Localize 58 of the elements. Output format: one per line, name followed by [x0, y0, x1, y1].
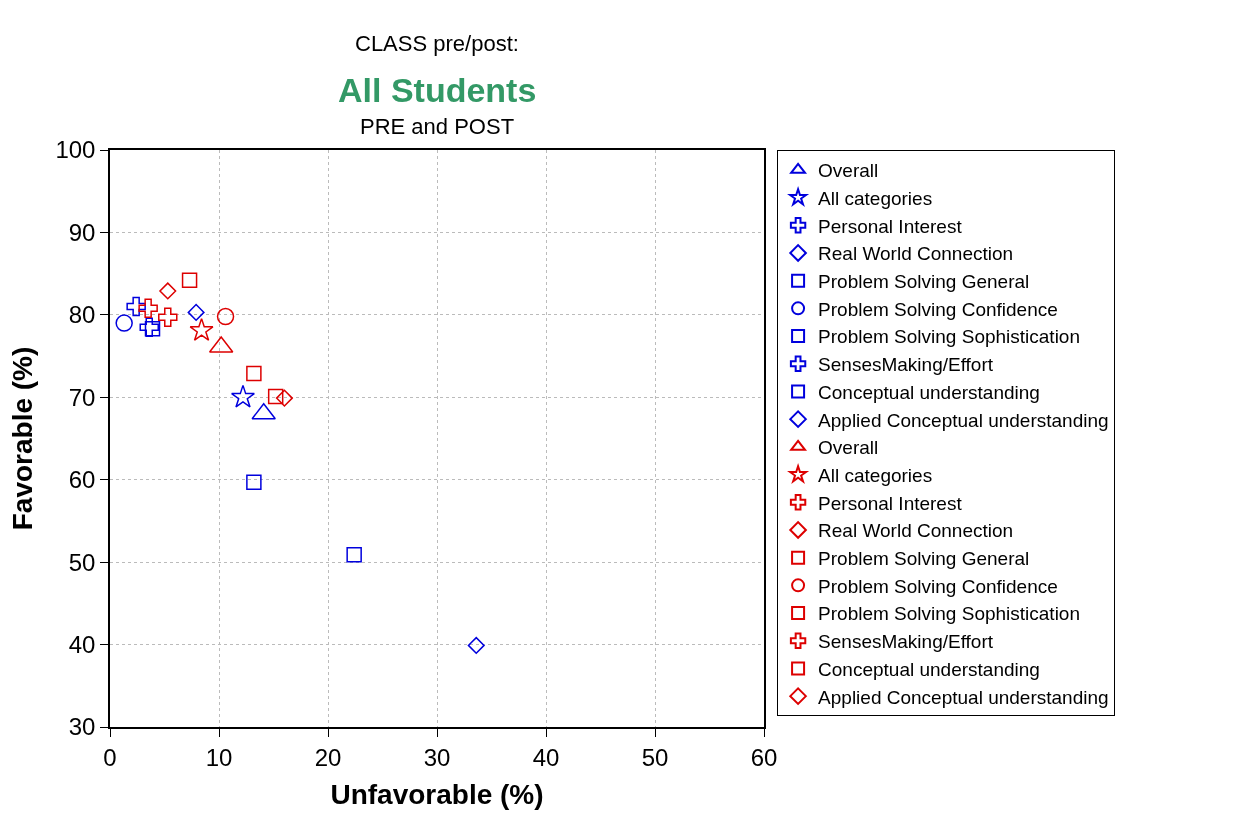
legend-label: Personal Interest [818, 492, 963, 514]
point [144, 321, 161, 337]
point [216, 307, 235, 326]
point [115, 314, 133, 332]
legend-label: Problem Solving Confidence [818, 298, 1058, 320]
legend-label: Problem Solving General [818, 271, 1030, 293]
x-tick-label: 20 [314, 743, 342, 771]
legend-label: Problem Solving General [818, 548, 1030, 570]
chart-subtitle: All Students [338, 71, 537, 109]
y-tick-label: 100 [55, 136, 96, 164]
x-tick-label: 50 [641, 743, 669, 771]
point [139, 317, 159, 337]
legend-label: Applied Conceptual understanding [818, 409, 1109, 431]
legend-label: Personal Interest [818, 215, 963, 237]
y-tick-label: 90 [68, 218, 96, 246]
y-tick-label: 40 [68, 630, 96, 658]
point [181, 272, 198, 288]
point [246, 474, 262, 490]
point [158, 307, 178, 328]
y-tick-label: 80 [68, 301, 96, 329]
legend-label: Problem Solving Sophistication [818, 603, 1080, 625]
x-tick-label: 0 [103, 743, 117, 771]
x-tick-label: 60 [750, 743, 778, 771]
legend-label: Problem Solving Sophistication [818, 326, 1080, 348]
point [126, 296, 146, 317]
point [159, 282, 177, 300]
x-axis-title: Unfavorable (%) [330, 779, 544, 811]
legend-label: Conceptual understanding [818, 658, 1040, 680]
legend-label: All categories [818, 187, 933, 209]
x-tick-label: 40 [532, 743, 560, 771]
legend-label: Real World Connection [818, 243, 1014, 265]
y-tick-label: 70 [68, 383, 96, 411]
legend-label: Overall [818, 437, 879, 459]
legend-label: Real World Connection [818, 520, 1014, 542]
legend-label: Conceptual understanding [818, 381, 1040, 403]
legend-label: SensesMaking/Effort [818, 631, 994, 653]
chart-title: CLASS pre/post: [355, 31, 519, 56]
x-tick-label: 30 [423, 743, 451, 771]
legend-label: All categories [818, 464, 933, 486]
point [346, 546, 362, 563]
point [467, 636, 485, 654]
x-tick-label: 10 [205, 743, 233, 771]
point [267, 388, 284, 405]
point [138, 298, 158, 319]
legend-label: Overall [818, 160, 879, 182]
point [189, 317, 214, 341]
point [230, 384, 256, 408]
y-tick-label: 60 [68, 466, 96, 494]
legend-label: SensesMaking/Effort [818, 354, 994, 376]
legend-label: Problem Solving Confidence [818, 575, 1058, 597]
y-tick-label: 30 [68, 713, 96, 741]
y-tick-label: 50 [68, 548, 96, 576]
point [275, 389, 293, 407]
text: PRE and POST [360, 114, 515, 139]
point [246, 365, 262, 382]
point [187, 303, 205, 321]
legend-label: Applied Conceptual understanding [818, 686, 1109, 708]
y-axis-title: Favorable (%) [6, 346, 38, 531]
